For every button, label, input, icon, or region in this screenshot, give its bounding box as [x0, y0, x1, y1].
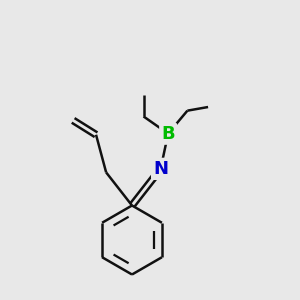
Text: N: N [153, 160, 168, 178]
Text: B: B [161, 124, 175, 142]
